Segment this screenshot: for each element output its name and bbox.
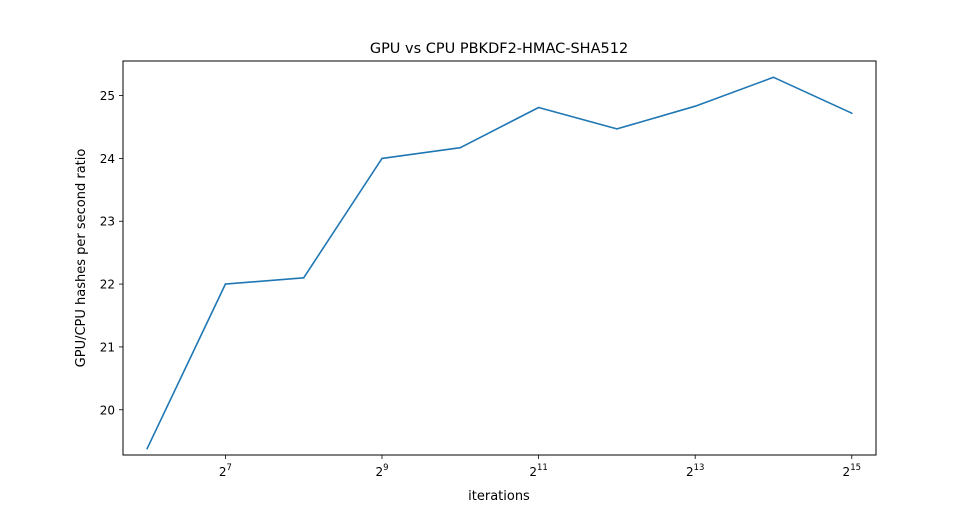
data-point bbox=[537, 106, 540, 109]
data-point bbox=[224, 283, 227, 285]
y-tick-label: 20 bbox=[100, 403, 115, 417]
data-point bbox=[616, 128, 618, 130]
data-point bbox=[302, 277, 305, 279]
x-tick-label: 27 bbox=[219, 463, 232, 479]
y-tick-label: 24 bbox=[100, 152, 115, 166]
axes-frame bbox=[122, 60, 877, 456]
x-axis: 27 29 211 213 215 bbox=[219, 455, 861, 479]
x-axis-label: iterations bbox=[468, 489, 530, 504]
y-tick-label: 25 bbox=[100, 89, 115, 103]
series-line bbox=[146, 76, 853, 450]
x-tick-label: 215 bbox=[843, 463, 861, 479]
y-axis-label: GPU/CPU hashes per second ratio bbox=[74, 149, 89, 368]
data-point bbox=[381, 157, 383, 160]
x-tick-label: 211 bbox=[529, 463, 547, 479]
x-tick-label: 29 bbox=[375, 463, 388, 479]
x-tick-label: 213 bbox=[686, 463, 704, 479]
data-point bbox=[772, 76, 775, 79]
y-tick-label: 21 bbox=[100, 340, 115, 354]
data-point bbox=[146, 447, 148, 450]
y-tick-label: 22 bbox=[100, 278, 115, 292]
y-tick-label: 23 bbox=[100, 215, 115, 229]
data-point bbox=[851, 112, 853, 114]
chart-title: GPU vs CPU PBKDF2-HMAC-SHA512 bbox=[370, 41, 628, 57]
plot-area bbox=[146, 76, 853, 450]
y-axis: 20 21 22 23 24 25 bbox=[100, 89, 123, 417]
data-point bbox=[694, 105, 696, 107]
data-point bbox=[459, 146, 462, 149]
